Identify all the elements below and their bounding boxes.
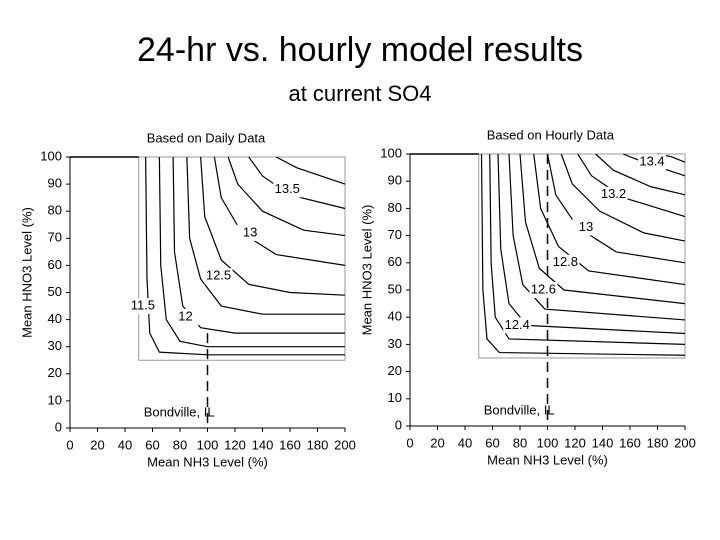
contour-label: 12.6 [531,281,556,296]
y-tick-label: 30 [388,336,402,351]
contour-label: 12 [178,308,192,323]
x-tick-label: 40 [118,437,132,452]
x-tick-label: 20 [430,435,444,450]
x-tick-label: 140 [592,435,614,450]
label-bg [529,282,558,298]
label-bg [128,298,157,315]
contour-label: 11.5 [131,297,155,312]
contour-label: 13.5 [275,181,300,196]
contour-line [489,153,686,345]
x-tick-label: 160 [279,437,301,452]
y-tick-label: 100 [380,145,402,160]
contour-line [560,153,686,242]
y-tick-label: 10 [48,392,62,407]
y-tick-label: 90 [48,176,62,191]
x-tick-label: 200 [334,437,356,452]
y-tick-label: 20 [388,363,402,378]
contour-label: 13 [579,219,593,234]
y-tick-label: 80 [48,203,62,218]
contour-label: 13 [243,224,257,239]
x-tick-label: 40 [458,435,472,450]
y-axis-label: Mean HNO3 Level (%) [359,205,374,336]
contour-line [172,156,345,334]
x-tick-label: 80 [513,435,527,450]
x-axis-label: Mean NH3 Level (%) [487,452,608,467]
y-tick-label: 60 [388,254,402,269]
y-tick-label: 80 [388,200,402,215]
y-tick-label: 40 [388,309,402,324]
x-axis-label: Mean NH3 Level (%) [147,454,268,469]
contour-line [519,153,686,305]
x-tick-label: 20 [90,437,104,452]
contour-line [227,156,346,237]
slide-subtitle: at current SO4 [288,81,431,106]
label-bg [273,181,302,198]
y-axis-label: Mean HNO3 Level (%) [19,207,34,338]
contour-label: 13.2 [601,186,626,201]
y-tick-label: 50 [48,284,62,299]
y-tick-label: 60 [48,257,62,272]
label-bg [638,154,666,171]
label-bg [551,254,580,271]
x-tick-label: 120 [224,437,246,452]
annotation: Bondville, IL [144,404,215,419]
slide-title: 24-hr vs. hourly model results [137,31,583,69]
contour-line [186,156,345,315]
region-box [478,153,686,359]
contour-line [200,156,346,296]
label-bg [236,224,265,241]
y-tick-label: 0 [395,417,402,432]
contour-label: 12.8 [553,254,578,269]
x-tick-label: 60 [145,437,159,452]
y-tick-label: 0 [55,419,62,434]
x-tick-label: 200 [674,435,696,450]
contour-line [145,156,345,356]
y-tick-label: 30 [48,338,62,353]
contour-line [577,153,686,218]
region-box [138,156,346,361]
x-tick-label: 120 [564,435,586,450]
y-tick-label: 100 [40,148,62,163]
y-tick-label: 50 [388,281,402,296]
y-tick-label: 10 [388,390,402,405]
contour-line [275,156,346,185]
y-tick-label: 70 [388,227,402,242]
contour-label: 12.4 [505,317,530,332]
x-tick-label: 180 [307,437,329,452]
label-bg [503,317,532,334]
x-tick-label: 0 [406,435,413,450]
annotation: Bondville, IL [484,402,555,417]
contour-line [158,156,345,348]
y-tick-label: 20 [48,365,62,380]
label-bg [599,186,628,203]
y-tick-label: 40 [48,311,62,326]
contour-line [533,153,686,286]
x-tick-label: 100 [197,437,219,452]
contour-label: 12.5 [206,268,231,283]
x-tick-label: 60 [485,435,499,450]
contour-line [595,153,686,196]
chart-title: Based on Daily Data [147,130,266,145]
y-tick-label: 70 [48,230,62,245]
label-bg [204,268,233,285]
x-tick-label: 160 [619,435,641,450]
x-tick-label: 0 [66,437,73,452]
x-tick-label: 140 [252,437,274,452]
y-tick-label: 90 [388,173,402,188]
label-bg [171,308,200,325]
contour-line [497,153,686,335]
contour-line [480,153,686,356]
chart-title: Based on Hourly Data [487,127,615,142]
x-tick-label: 100 [537,435,559,450]
contour-line [546,153,686,264]
x-tick-label: 180 [647,435,669,450]
x-tick-label: 80 [173,437,187,452]
contour-line [508,153,686,321]
label-bg [572,219,600,236]
contour-label: 13.4 [639,154,664,169]
